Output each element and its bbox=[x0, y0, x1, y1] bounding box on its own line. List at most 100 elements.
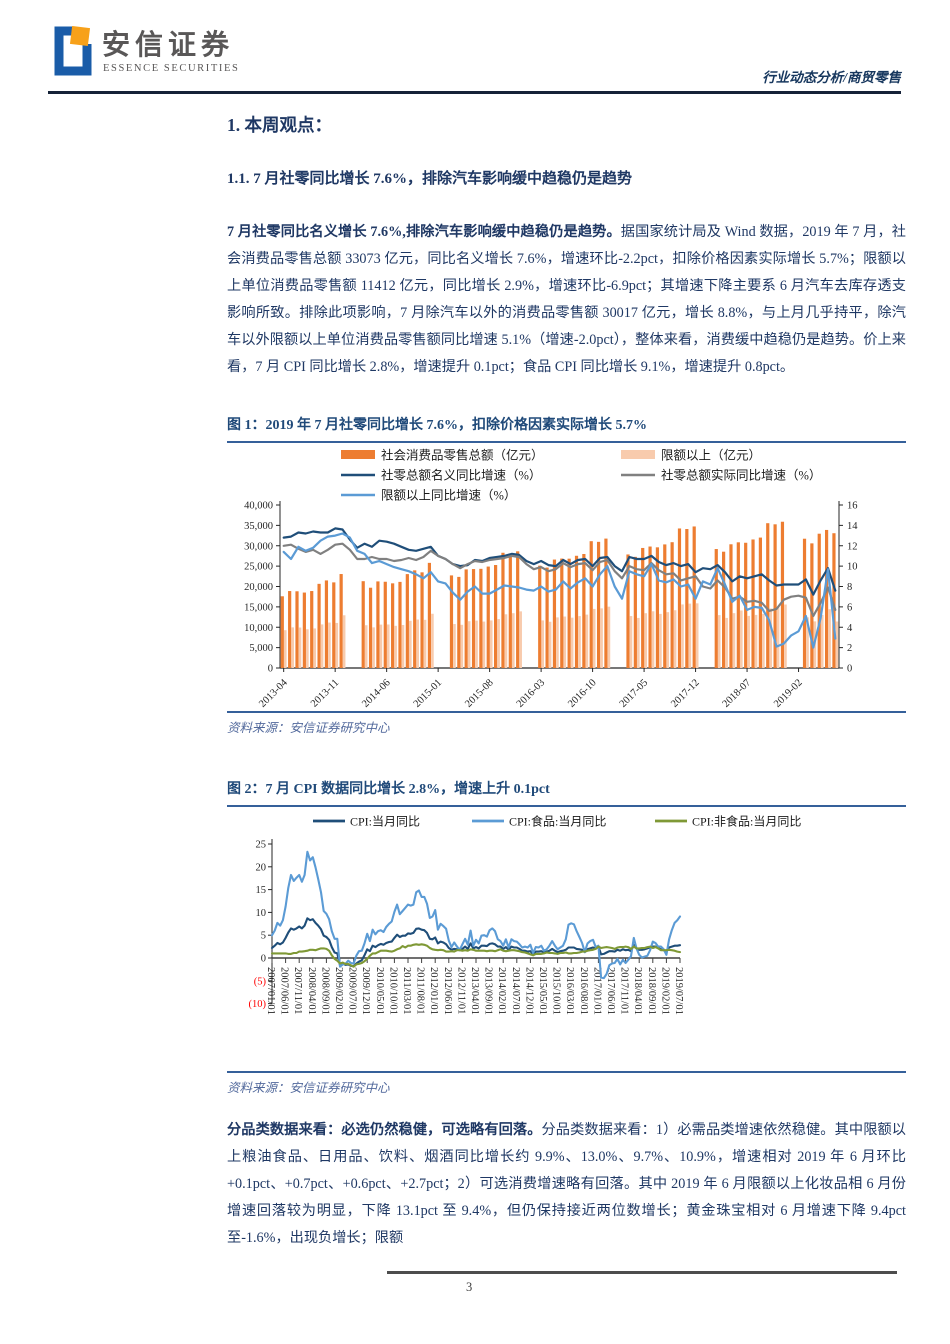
svg-text:(10): (10) bbox=[249, 999, 267, 1010]
svg-text:10,000: 10,000 bbox=[244, 623, 273, 634]
svg-text:限额以上同比增速（%）: 限额以上同比增速（%） bbox=[381, 488, 516, 503]
logo-company-name: 安信证券 bbox=[102, 30, 235, 61]
svg-text:2016/08/01: 2016/08/01 bbox=[578, 967, 589, 1015]
svg-text:25: 25 bbox=[256, 840, 267, 851]
figure-2-source: 资料来源：安信证券研究中心 bbox=[227, 1071, 906, 1096]
svg-text:社零总额实际同比增速（%）: 社零总额实际同比增速（%） bbox=[661, 468, 821, 483]
svg-text:2008/04/01: 2008/04/01 bbox=[306, 967, 317, 1015]
paragraph-1-lead: 7 月社零同比名义增长 7.6%,排除汽车影响缓中趋稳仍是趋势。 bbox=[227, 224, 621, 240]
svg-text:2019/07/01: 2019/07/01 bbox=[673, 967, 684, 1015]
essence-logo-icon bbox=[48, 25, 94, 78]
svg-text:2017/11/01: 2017/11/01 bbox=[619, 967, 630, 1014]
logo-company-name-en: ESSENCE SECURITIES bbox=[103, 63, 240, 74]
svg-text:2017-05: 2017-05 bbox=[618, 677, 651, 710]
svg-text:2016-10: 2016-10 bbox=[566, 677, 599, 710]
svg-text:0: 0 bbox=[847, 664, 852, 675]
svg-text:2009/02/01: 2009/02/01 bbox=[333, 967, 344, 1015]
svg-text:10: 10 bbox=[256, 908, 267, 919]
svg-text:10: 10 bbox=[847, 562, 858, 573]
svg-text:2007/11/01: 2007/11/01 bbox=[292, 967, 303, 1014]
svg-text:2009/07/01: 2009/07/01 bbox=[347, 967, 358, 1015]
svg-text:2012/01/01: 2012/01/01 bbox=[428, 967, 439, 1015]
svg-text:限额以上（亿元）: 限额以上（亿元） bbox=[661, 448, 761, 463]
section-heading: 1. 本周观点： bbox=[227, 115, 332, 135]
svg-text:2013-04: 2013-04 bbox=[257, 677, 290, 710]
svg-text:2012/11/01: 2012/11/01 bbox=[455, 967, 466, 1014]
svg-text:2011/08/01: 2011/08/01 bbox=[415, 967, 426, 1014]
svg-text:2018/09/01: 2018/09/01 bbox=[646, 967, 657, 1015]
svg-text:8: 8 bbox=[847, 582, 852, 593]
svg-text:2012/06/01: 2012/06/01 bbox=[442, 967, 453, 1015]
svg-text:20,000: 20,000 bbox=[244, 582, 273, 593]
svg-text:40,000: 40,000 bbox=[244, 501, 273, 512]
figure-1: 图 1：2019 年 7 月社零同比增长 7.6%，扣除价格因素实际增长 5.7… bbox=[227, 414, 906, 736]
svg-text:2016-03: 2016-03 bbox=[515, 677, 548, 710]
svg-text:20: 20 bbox=[256, 862, 267, 873]
paragraph-2-rest: 分品类数据来看：1）必需品类增速依然稳健。其中限额以上粮油食品、日用品、饮料、烟… bbox=[227, 1122, 906, 1246]
svg-text:35,000: 35,000 bbox=[244, 521, 273, 532]
svg-text:15,000: 15,000 bbox=[244, 602, 273, 613]
svg-text:16: 16 bbox=[847, 501, 858, 512]
svg-text:2008/09/01: 2008/09/01 bbox=[319, 967, 330, 1015]
svg-text:2019/02/01: 2019/02/01 bbox=[659, 967, 670, 1015]
svg-text:6: 6 bbox=[847, 602, 852, 613]
svg-text:2: 2 bbox=[847, 643, 852, 654]
svg-text:2017-12: 2017-12 bbox=[669, 677, 702, 710]
body-paragraph-2: 分品类数据来看：必选仍然稳健，可选略有回落。分品类数据来看：1）必需品类增速依然… bbox=[227, 1117, 906, 1252]
svg-text:2007/06/01: 2007/06/01 bbox=[279, 967, 290, 1015]
svg-text:2015-01: 2015-01 bbox=[412, 677, 445, 710]
svg-text:CPI:非食品:当月同比: CPI:非食品:当月同比 bbox=[692, 814, 801, 829]
svg-text:2017/06/01: 2017/06/01 bbox=[605, 967, 616, 1015]
svg-text:2013-11: 2013-11 bbox=[309, 677, 341, 709]
svg-text:2007/01/01: 2007/01/01 bbox=[265, 967, 276, 1015]
paragraph-2-lead: 分品类数据来看：必选仍然稳健，可选略有回落。 bbox=[227, 1122, 542, 1138]
figure-2: 图 2：7 月 CPI 数据同比增长 2.8%，增速上升 0.1pct CPI:… bbox=[227, 778, 906, 1096]
svg-text:2013/04/01: 2013/04/01 bbox=[469, 967, 480, 1015]
svg-text:2009/12/01: 2009/12/01 bbox=[360, 967, 371, 1015]
svg-text:2016/03/01: 2016/03/01 bbox=[564, 967, 575, 1015]
svg-text:2017/01/01: 2017/01/01 bbox=[591, 967, 602, 1015]
svg-text:2011/03/01: 2011/03/01 bbox=[401, 967, 412, 1014]
svg-text:14: 14 bbox=[847, 521, 858, 532]
retail-chart: 社会消费品零售总额（亿元） 限额以上（亿元） 社零总额名义同比增速（%） 社零总额实际… bbox=[244, 448, 858, 710]
page-number: 3 bbox=[466, 1280, 473, 1294]
svg-text:社会消费品零售总额（亿元）: 社会消费品零售总额（亿元） bbox=[381, 448, 544, 463]
svg-text:2018-07: 2018-07 bbox=[721, 677, 754, 710]
svg-text:25,000: 25,000 bbox=[244, 562, 273, 573]
svg-text:2015/10/01: 2015/10/01 bbox=[551, 967, 562, 1015]
svg-text:12: 12 bbox=[847, 541, 858, 552]
svg-text:4: 4 bbox=[847, 623, 853, 634]
svg-text:15: 15 bbox=[256, 885, 267, 896]
figure-1-title: 图 1：2019 年 7 月社零同比增长 7.6%，扣除价格因素实际增长 5.7… bbox=[227, 414, 906, 443]
svg-text:2019-02: 2019-02 bbox=[772, 677, 805, 710]
svg-text:CPI:食品:当月同比: CPI:食品:当月同比 bbox=[509, 814, 606, 829]
svg-text:2014/02/01: 2014/02/01 bbox=[496, 967, 507, 1015]
svg-text:2015/05/01: 2015/05/01 bbox=[537, 967, 548, 1015]
subsection-heading: 1.1. 7 月社零同比增长 7.6%，排除汽车影响缓中趋稳仍是趋势 bbox=[227, 171, 633, 187]
svg-text:0: 0 bbox=[261, 954, 266, 965]
svg-text:2014-06: 2014-06 bbox=[360, 677, 393, 710]
svg-text:2014/12/01: 2014/12/01 bbox=[523, 967, 534, 1015]
svg-text:(5): (5) bbox=[254, 976, 267, 987]
svg-text:2015-08: 2015-08 bbox=[463, 677, 496, 710]
svg-text:2018/04/01: 2018/04/01 bbox=[632, 967, 643, 1015]
svg-text:2014/07/01: 2014/07/01 bbox=[510, 967, 521, 1015]
svg-text:0: 0 bbox=[268, 664, 273, 675]
figure-2-title: 图 2：7 月 CPI 数据同比增长 2.8%，增速上升 0.1pct bbox=[227, 778, 906, 807]
svg-text:30,000: 30,000 bbox=[244, 541, 273, 552]
report-category: 行业动态分析/商贸零售 bbox=[762, 70, 901, 85]
header-divider bbox=[48, 91, 901, 94]
figure-1-source: 资料来源：安信证券研究中心 bbox=[227, 711, 906, 736]
svg-text:5: 5 bbox=[261, 931, 266, 942]
svg-text:5,000: 5,000 bbox=[249, 643, 273, 654]
cpi-chart: CPI:当月同比 CPI:食品:当月同比 CPI:非食品:当月同比 25 20 15 10 5… bbox=[249, 814, 802, 1015]
paragraph-1-rest: 据国家统计局及 Wind 数据，2019 年 7 月，社会消费品零售总额 330… bbox=[227, 224, 906, 375]
svg-text:2013/09/01: 2013/09/01 bbox=[483, 967, 494, 1015]
svg-text:2010/05/01: 2010/05/01 bbox=[374, 967, 385, 1015]
svg-text:2010/10/01: 2010/10/01 bbox=[387, 967, 398, 1015]
svg-text:CPI:当月同比: CPI:当月同比 bbox=[350, 815, 420, 829]
body-paragraph-1: 7 月社零同比名义增长 7.6%,排除汽车影响缓中趋稳仍是趋势。据国家统计局及 … bbox=[227, 219, 906, 381]
footer-divider bbox=[387, 1271, 897, 1274]
svg-text:社零总额名义同比增速（%）: 社零总额名义同比增速（%） bbox=[381, 468, 541, 483]
